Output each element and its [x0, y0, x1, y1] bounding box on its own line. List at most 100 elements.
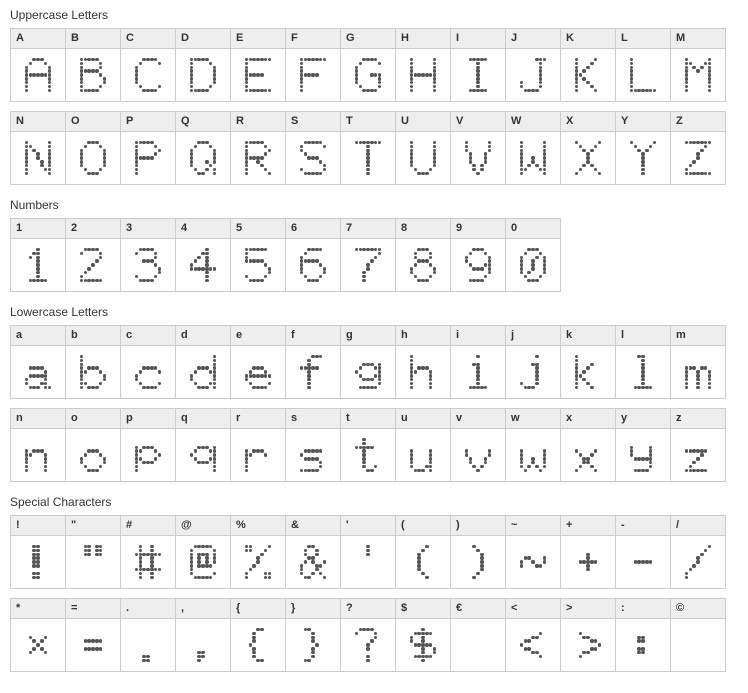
char-cell: h [395, 325, 451, 399]
glyph-dots [80, 355, 107, 390]
char-header: f [286, 326, 340, 346]
char-header: 6 [286, 219, 340, 239]
char-header: > [561, 599, 615, 619]
char-grid: 1234567890 [10, 218, 738, 291]
char-header: 7 [341, 219, 395, 239]
char-header: 8 [396, 219, 450, 239]
glyph-dots [355, 545, 382, 580]
glyph-dots [465, 141, 492, 176]
glyph-dots [300, 355, 327, 390]
char-header: K [561, 29, 615, 49]
char-cell: o [65, 408, 121, 482]
char-header: @ [176, 516, 230, 536]
char-cell: ( [395, 515, 451, 589]
char-grid: ABCDEFGHIJKLMNOPQRSTUVWXYZ [10, 28, 738, 184]
glyph-dots [575, 141, 602, 176]
char-header: C [121, 29, 175, 49]
char-header: i [451, 326, 505, 346]
char-header: H [396, 29, 450, 49]
char-glyph [121, 346, 175, 398]
char-cell: J [505, 28, 561, 102]
char-header: o [66, 409, 120, 429]
char-glyph [616, 49, 670, 101]
char-header: x [561, 409, 615, 429]
char-cell: q [175, 408, 231, 482]
char-glyph [451, 239, 505, 291]
glyph-dots [245, 545, 272, 580]
char-glyph [506, 346, 560, 398]
char-glyph [11, 49, 65, 101]
char-cell: t [340, 408, 396, 482]
char-cell: E [230, 28, 286, 102]
char-cell: V [450, 111, 506, 185]
char-glyph [341, 346, 395, 398]
glyph-dots [245, 438, 272, 473]
char-glyph [341, 132, 395, 184]
glyph-dots [410, 628, 437, 663]
glyph-dots [245, 628, 272, 663]
char-glyph [451, 49, 505, 101]
char-cell: X [560, 111, 616, 185]
char-cell: T [340, 111, 396, 185]
char-header: + [561, 516, 615, 536]
glyph-dots [575, 58, 602, 93]
glyph-dots [355, 141, 382, 176]
char-cell: b [65, 325, 121, 399]
char-glyph [66, 619, 120, 671]
char-cell: m [670, 325, 726, 399]
glyph-dots [630, 438, 657, 473]
char-glyph [506, 536, 560, 588]
char-grid: !"#@%&'()~+-/*=.,{}?$€<>:© [10, 515, 738, 671]
char-header: = [66, 599, 120, 619]
char-cell: e [230, 325, 286, 399]
glyph-dots [685, 628, 712, 663]
char-header: p [121, 409, 175, 429]
char-header: * [11, 599, 65, 619]
glyph-dots [410, 141, 437, 176]
glyph-dots [355, 248, 382, 283]
char-cell: / [670, 515, 726, 589]
char-glyph [396, 429, 450, 481]
char-cell: O [65, 111, 121, 185]
glyph-dots [520, 545, 547, 580]
char-header: d [176, 326, 230, 346]
glyph-dots [190, 545, 217, 580]
char-header: k [561, 326, 615, 346]
char-header: m [671, 326, 725, 346]
glyph-dots [465, 248, 492, 283]
glyph-dots [410, 248, 437, 283]
char-header: S [286, 112, 340, 132]
char-glyph [176, 346, 230, 398]
char-glyph [11, 429, 65, 481]
glyph-dots [355, 438, 382, 473]
char-glyph [176, 536, 230, 588]
char-glyph [616, 346, 670, 398]
glyph-dots [300, 628, 327, 663]
glyph-dots [520, 58, 547, 93]
char-cell: v [450, 408, 506, 482]
char-header: y [616, 409, 670, 429]
char-header: Z [671, 112, 725, 132]
char-glyph [506, 429, 560, 481]
char-cell: # [120, 515, 176, 589]
char-cell: x [560, 408, 616, 482]
glyph-dots [135, 438, 162, 473]
glyph-dots [355, 58, 382, 93]
glyph-dots [410, 58, 437, 93]
char-header: l [616, 326, 670, 346]
char-cell: d [175, 325, 231, 399]
char-header: w [506, 409, 560, 429]
char-header: r [231, 409, 285, 429]
char-cell: 4 [175, 218, 231, 292]
section: Lowercase Lettersabcdefghijklmnopqrstuvw… [10, 305, 738, 481]
char-header: X [561, 112, 615, 132]
char-glyph [451, 619, 505, 671]
char-cell: i [450, 325, 506, 399]
glyph-dots [685, 545, 712, 580]
glyph-dots [465, 628, 492, 663]
char-cell: @ [175, 515, 231, 589]
char-header: O [66, 112, 120, 132]
glyph-dots [300, 141, 327, 176]
char-header: ! [11, 516, 65, 536]
glyph-dots [520, 628, 547, 663]
